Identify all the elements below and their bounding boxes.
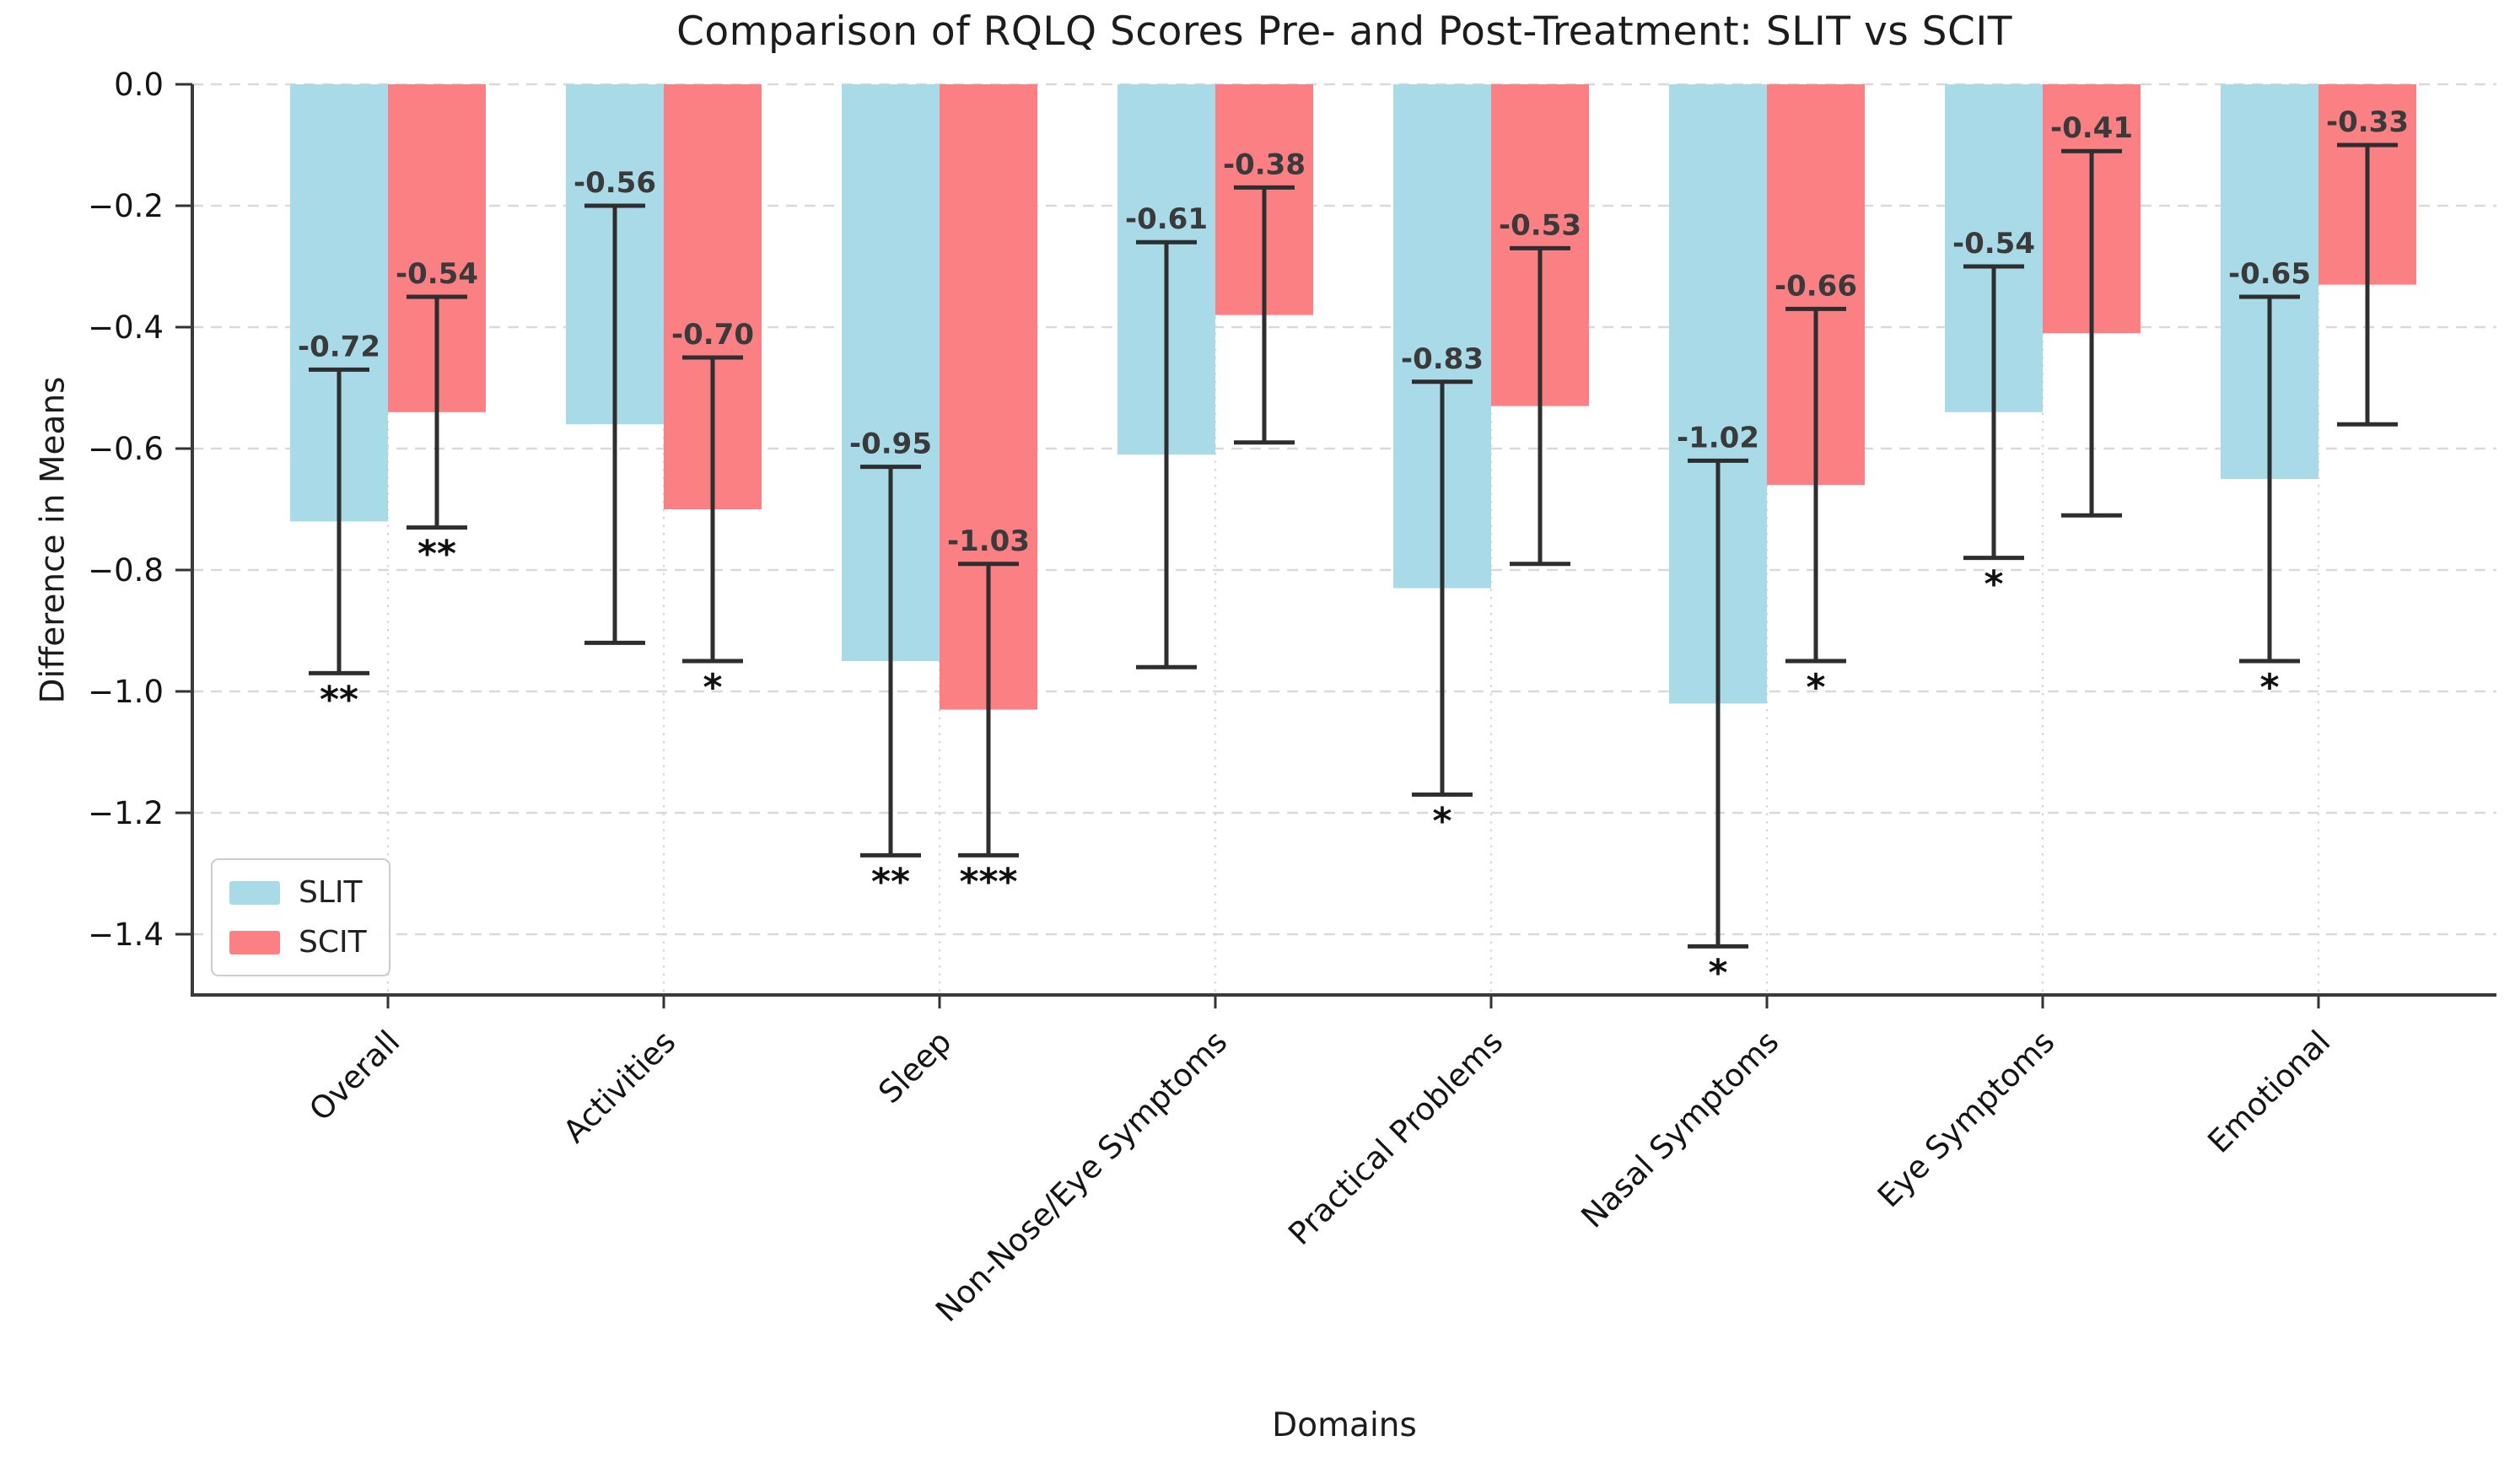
legend: SLIT SCIT: [211, 858, 390, 976]
legend-swatch-slit: [229, 880, 280, 905]
legend-label-slit: SLIT: [299, 875, 363, 910]
value-label: -0.38: [1223, 148, 1306, 181]
significance-stars: **: [320, 678, 358, 721]
value-label: -0.70: [671, 318, 754, 352]
value-label: -0.54: [396, 257, 478, 291]
x-tick-label: Non-Nose/Eye Symptoms: [929, 1024, 1234, 1329]
y-tick-label: −0.4: [88, 309, 164, 346]
y-axis-label: Difference in Means: [34, 376, 73, 704]
x-tick-label: Eye Symptoms: [1871, 1024, 2061, 1214]
y-tick-label: 0.0: [114, 67, 164, 103]
significance-stars: *: [1432, 799, 1451, 842]
significance-stars: **: [417, 533, 456, 576]
x-tick-label: Activities: [557, 1024, 683, 1150]
y-tick-label: −0.8: [88, 552, 164, 589]
value-label: -0.72: [298, 330, 380, 363]
significance-stars: *: [1708, 951, 1727, 994]
value-label: -0.61: [1125, 202, 1208, 236]
significance-stars: *: [2259, 666, 2279, 709]
significance-stars: *: [1806, 666, 1825, 709]
x-axis-label: Domains: [1272, 1406, 1417, 1444]
value-label: -0.33: [2326, 105, 2409, 139]
y-tick-label: −0.6: [88, 431, 164, 467]
value-label: -0.53: [1499, 208, 1581, 242]
significance-stars: ***: [959, 860, 1017, 903]
y-tick-label: −1.0: [88, 674, 164, 710]
value-label: -1.02: [1677, 421, 1759, 454]
x-tick-label: Emotional: [2201, 1024, 2338, 1160]
value-label: -0.41: [2050, 111, 2133, 145]
value-label: -0.95: [849, 427, 932, 461]
significance-stars: *: [703, 666, 722, 709]
chart-title: Comparison of RQLQ Scores Pre- and Post-…: [676, 8, 2012, 55]
y-tick-label: −1.2: [88, 795, 164, 831]
value-label: -1.03: [947, 524, 1030, 558]
value-label: -0.83: [1401, 342, 1484, 376]
value-label: -0.56: [574, 166, 656, 200]
x-tick-label: Sleep: [871, 1024, 958, 1110]
value-label: -0.54: [1952, 227, 2035, 261]
y-tick-label: −0.2: [88, 188, 164, 224]
x-tick-label: Overall: [302, 1024, 407, 1128]
significance-stars: *: [1984, 563, 2003, 606]
legend-label-scit: SCIT: [299, 925, 367, 960]
legend-item-scit: SCIT: [229, 925, 367, 960]
value-label: -0.66: [1775, 269, 1857, 303]
legend-swatch-scit: [229, 930, 280, 954]
x-tick-label: Nasal Symptoms: [1575, 1024, 1786, 1235]
significance-stars: **: [871, 860, 910, 903]
x-tick-label: Practical Problems: [1281, 1024, 1510, 1252]
legend-item-slit: SLIT: [229, 875, 367, 910]
y-tick-label: −1.4: [88, 917, 164, 953]
value-label: -0.65: [2228, 257, 2311, 291]
